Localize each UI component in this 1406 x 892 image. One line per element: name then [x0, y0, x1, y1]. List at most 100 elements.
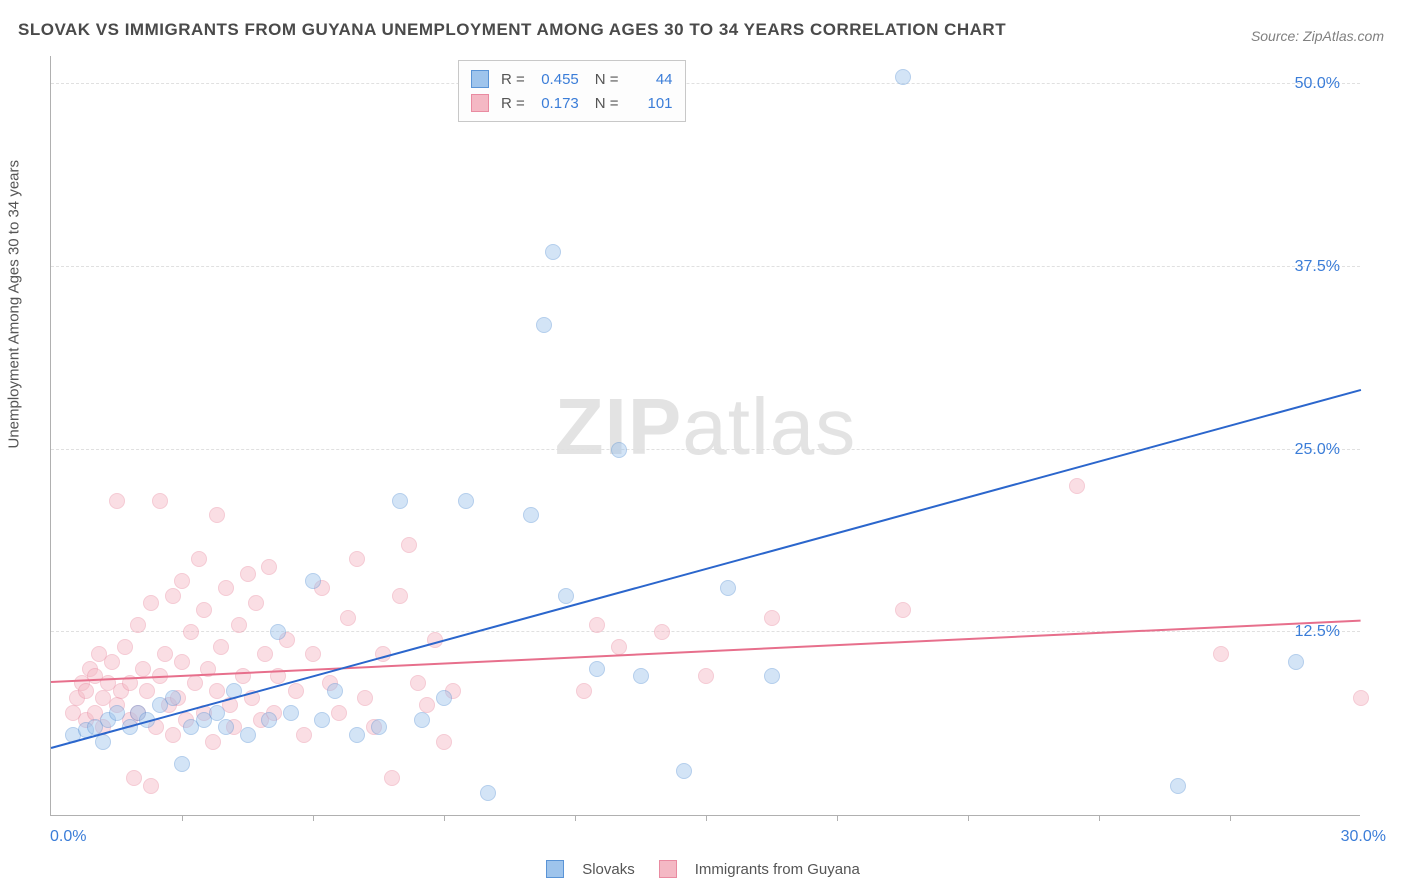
slovaks-point — [1288, 654, 1304, 670]
slovaks-point — [261, 712, 277, 728]
slovaks-point — [327, 683, 343, 699]
chart-plot-area: ZIPatlas 12.5%25.0%37.5%50.0% — [50, 56, 1360, 816]
guyana-point — [401, 537, 417, 553]
slovaks-point — [558, 588, 574, 604]
guyana-point — [331, 705, 347, 721]
guyana-point — [349, 551, 365, 567]
r-label: R = — [501, 95, 525, 112]
guyana-point — [109, 493, 125, 509]
slovaks-point — [109, 705, 125, 721]
x-tick — [444, 815, 445, 821]
guyana-point — [126, 770, 142, 786]
guyana-point — [410, 675, 426, 691]
guyana-point — [248, 595, 264, 611]
slovaks-point — [95, 734, 111, 750]
slovaks-swatch — [471, 70, 489, 88]
guyana-point — [1213, 646, 1229, 662]
x-axis-max-label: 30.0% — [1341, 828, 1386, 846]
gridline — [51, 83, 1360, 84]
n-label: N = — [595, 95, 619, 112]
slovaks-point — [1170, 778, 1186, 794]
guyana-point — [157, 646, 173, 662]
guyana-point — [261, 559, 277, 575]
slovaks-point — [414, 712, 430, 728]
guyana-point — [1069, 478, 1085, 494]
guyana-point — [187, 675, 203, 691]
slovaks-r-value: 0.455 — [531, 71, 579, 88]
guyana-point — [436, 734, 452, 750]
x-axis-min-label: 0.0% — [50, 828, 86, 846]
guyana-point — [384, 770, 400, 786]
series-legend: Slovaks Immigrants from Guyana — [0, 860, 1406, 878]
slovaks-point — [305, 573, 321, 589]
legend-label: Immigrants from Guyana — [695, 861, 860, 878]
guyana-r-value: 0.173 — [531, 95, 579, 112]
guyana-point — [1353, 690, 1369, 706]
slovaks-point — [895, 69, 911, 85]
slovaks-point — [458, 493, 474, 509]
guyana-point — [288, 683, 304, 699]
guyana-point — [698, 668, 714, 684]
guyana-point — [205, 734, 221, 750]
slovaks-point — [436, 690, 452, 706]
guyana-point — [152, 493, 168, 509]
guyana-swatch — [659, 860, 677, 878]
guyana-point — [235, 668, 251, 684]
guyana-point — [589, 617, 605, 633]
guyana-point — [117, 639, 133, 655]
guyana-point — [296, 727, 312, 743]
y-tick-label: 50.0% — [1295, 75, 1340, 93]
r-label: R = — [501, 71, 525, 88]
guyana-point — [139, 683, 155, 699]
guyana-point — [78, 683, 94, 699]
guyana-point — [611, 639, 627, 655]
source-attribution: Source: ZipAtlas.com — [1251, 28, 1384, 44]
slovaks-point — [349, 727, 365, 743]
slovaks-point — [283, 705, 299, 721]
guyana-point — [419, 697, 435, 713]
guyana-point — [209, 507, 225, 523]
guyana-point — [135, 661, 151, 677]
x-tick — [1099, 815, 1100, 821]
n-label: N = — [595, 71, 619, 88]
guyana-point — [209, 683, 225, 699]
guyana-point — [392, 588, 408, 604]
slovaks-point — [536, 317, 552, 333]
slovaks-point — [764, 668, 780, 684]
slovaks-point — [218, 719, 234, 735]
guyana-point — [231, 617, 247, 633]
x-tick — [182, 815, 183, 821]
legend-label: Slovaks — [582, 861, 635, 878]
gridline — [51, 631, 1360, 632]
x-tick — [1230, 815, 1231, 821]
slovaks-point — [480, 785, 496, 801]
guyana-point — [340, 610, 356, 626]
gridline — [51, 266, 1360, 267]
x-tick — [575, 815, 576, 821]
guyana-point — [191, 551, 207, 567]
slovaks-point — [209, 705, 225, 721]
slovaks-point — [165, 690, 181, 706]
slovaks-point — [392, 493, 408, 509]
slovaks-point — [720, 580, 736, 596]
guyana-point — [257, 646, 273, 662]
guyana-point — [174, 573, 190, 589]
guyana-point — [895, 602, 911, 618]
legend-item-slovaks: Slovaks — [546, 860, 635, 878]
guyana-point — [357, 690, 373, 706]
guyana-point — [174, 654, 190, 670]
x-tick — [837, 815, 838, 821]
y-axis-title: Unemployment Among Ages 30 to 34 years — [6, 160, 23, 449]
slovaks-point — [270, 624, 286, 640]
slovaks-point — [240, 727, 256, 743]
slovaks-point — [371, 719, 387, 735]
slovaks-point — [589, 661, 605, 677]
guyana-point — [196, 602, 212, 618]
gridline — [51, 449, 1360, 450]
slovaks-point — [676, 763, 692, 779]
x-tick — [313, 815, 314, 821]
x-tick — [968, 815, 969, 821]
legend-row-guyana: R = 0.173 N = 101 — [471, 91, 673, 115]
slovaks-point — [545, 244, 561, 260]
y-tick-label: 25.0% — [1295, 441, 1340, 459]
